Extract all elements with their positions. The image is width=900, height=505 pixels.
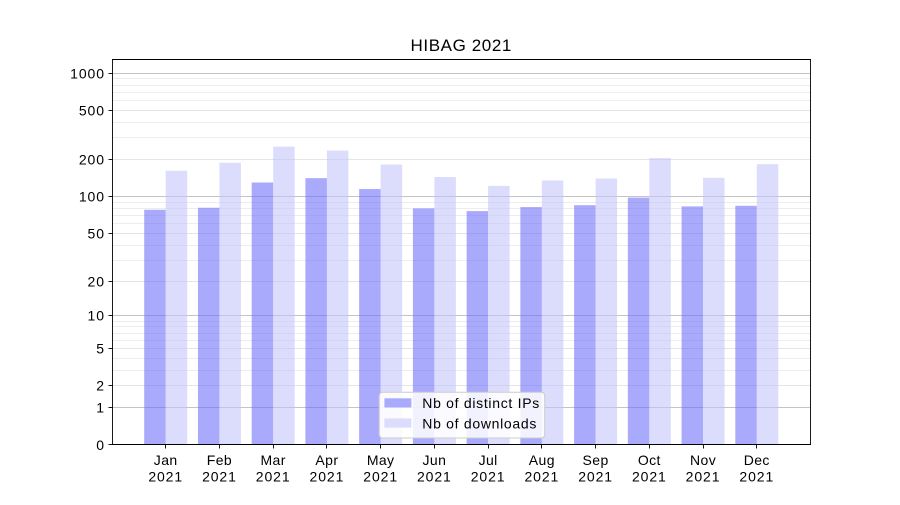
svg-text:1000: 1000 bbox=[70, 66, 105, 82]
svg-text:HIBAG 2021: HIBAG 2021 bbox=[411, 36, 512, 55]
svg-text:2021: 2021 bbox=[417, 468, 452, 484]
svg-text:Jan: Jan bbox=[154, 452, 178, 468]
svg-text:Nb of distinct IPs: Nb of distinct IPs bbox=[422, 395, 540, 411]
svg-text:2021: 2021 bbox=[202, 468, 237, 484]
svg-text:2021: 2021 bbox=[578, 468, 613, 484]
svg-text:Oct: Oct bbox=[638, 452, 661, 468]
svg-text:10: 10 bbox=[88, 308, 105, 324]
svg-text:20: 20 bbox=[88, 274, 105, 290]
svg-text:2021: 2021 bbox=[310, 468, 345, 484]
svg-text:100: 100 bbox=[79, 189, 105, 205]
svg-text:5: 5 bbox=[96, 341, 105, 357]
svg-text:2021: 2021 bbox=[632, 468, 667, 484]
svg-text:May: May bbox=[367, 452, 395, 468]
svg-text:500: 500 bbox=[79, 103, 105, 119]
svg-text:Nb of downloads: Nb of downloads bbox=[422, 415, 537, 431]
svg-text:Dec: Dec bbox=[744, 452, 770, 468]
svg-text:Feb: Feb bbox=[207, 452, 232, 468]
svg-text:Nov: Nov bbox=[690, 452, 716, 468]
svg-text:2021: 2021 bbox=[256, 468, 291, 484]
svg-text:2021: 2021 bbox=[524, 468, 559, 484]
svg-text:Jun: Jun bbox=[422, 452, 446, 468]
svg-text:0: 0 bbox=[96, 437, 105, 453]
svg-text:1: 1 bbox=[96, 400, 105, 416]
svg-text:Aug: Aug bbox=[529, 452, 555, 468]
svg-text:2021: 2021 bbox=[471, 468, 506, 484]
svg-text:Jul: Jul bbox=[479, 452, 498, 468]
svg-text:200: 200 bbox=[79, 152, 105, 168]
svg-text:2021: 2021 bbox=[148, 468, 183, 484]
svg-text:Mar: Mar bbox=[261, 452, 286, 468]
svg-text:2021: 2021 bbox=[739, 468, 774, 484]
svg-text:Sep: Sep bbox=[583, 452, 609, 468]
svg-text:2021: 2021 bbox=[363, 468, 398, 484]
svg-text:2: 2 bbox=[96, 378, 105, 394]
svg-text:2021: 2021 bbox=[686, 468, 721, 484]
svg-text:50: 50 bbox=[88, 226, 105, 242]
svg-text:Apr: Apr bbox=[315, 452, 338, 468]
